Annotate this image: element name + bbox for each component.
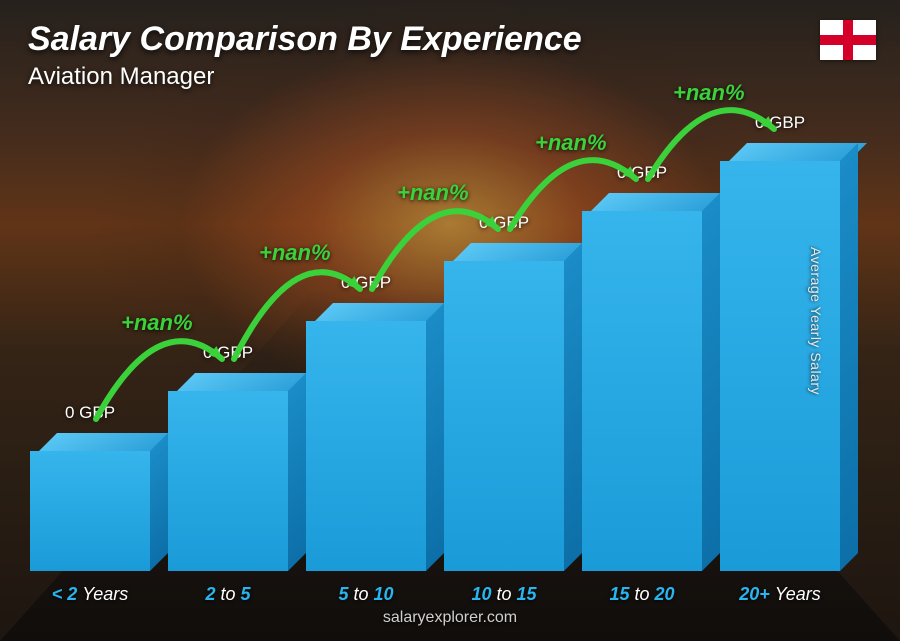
bar-value-label: 0 GBP (341, 273, 391, 293)
bar-front-face (30, 451, 150, 571)
chart-subtitle: Aviation Manager (28, 63, 872, 91)
footer-attribution: salaryexplorer.com (0, 609, 900, 627)
category-label: 2 to 5 (205, 584, 250, 605)
category-label: 5 to 10 (338, 584, 393, 605)
category-label: 20+ Years (739, 584, 821, 605)
bar-front-face (582, 211, 702, 571)
bar-group: 0 GBP15 to 20 (582, 163, 702, 571)
bar-group: 0 GBP5 to 10 (306, 273, 426, 571)
bar-value-label: 0 GBP (617, 163, 667, 183)
bar-front-face (306, 321, 426, 571)
flag-cross-icon: ✚ (841, 33, 855, 47)
bar-side-face (150, 433, 168, 571)
chart-title: Salary Comparison By Experience (28, 20, 872, 59)
guernsey-flag-icon: ✚ (820, 20, 876, 60)
category-label: < 2 Years (52, 584, 129, 605)
pct-change-label: +nan% (121, 310, 193, 336)
bar-front-face (168, 391, 288, 571)
bar-side-face (840, 143, 858, 571)
bar (168, 373, 288, 571)
bar (582, 193, 702, 571)
bar (306, 303, 426, 571)
bar-front-face (444, 261, 564, 571)
category-label: 15 to 20 (609, 584, 674, 605)
header: Salary Comparison By Experience Aviation… (28, 20, 872, 91)
y-axis-label: Average Yearly Salary (808, 247, 824, 395)
bar-chart: 0 GBP< 2 Years0 GBP2 to 50 GBP5 to 100 G… (30, 131, 840, 571)
bar (444, 243, 564, 571)
bar-side-face (426, 303, 444, 571)
bar-group: 0 GBP< 2 Years (30, 403, 150, 571)
bar-value-label: 0 GBP (755, 113, 805, 133)
pct-change-label: +nan% (259, 240, 331, 266)
bar-value-label: 0 GBP (65, 403, 115, 423)
bar-value-label: 0 GBP (203, 343, 253, 363)
bar-side-face (288, 373, 306, 571)
pct-change-label: +nan% (535, 130, 607, 156)
bar-side-face (564, 243, 582, 571)
bar-value-label: 0 GBP (479, 213, 529, 233)
bar-group: 0 GBP10 to 15 (444, 213, 564, 571)
bar-side-face (702, 193, 720, 571)
category-label: 10 to 15 (471, 584, 536, 605)
bar-group: 0 GBP2 to 5 (168, 343, 288, 571)
pct-change-label: +nan% (397, 180, 469, 206)
bar (30, 433, 150, 571)
